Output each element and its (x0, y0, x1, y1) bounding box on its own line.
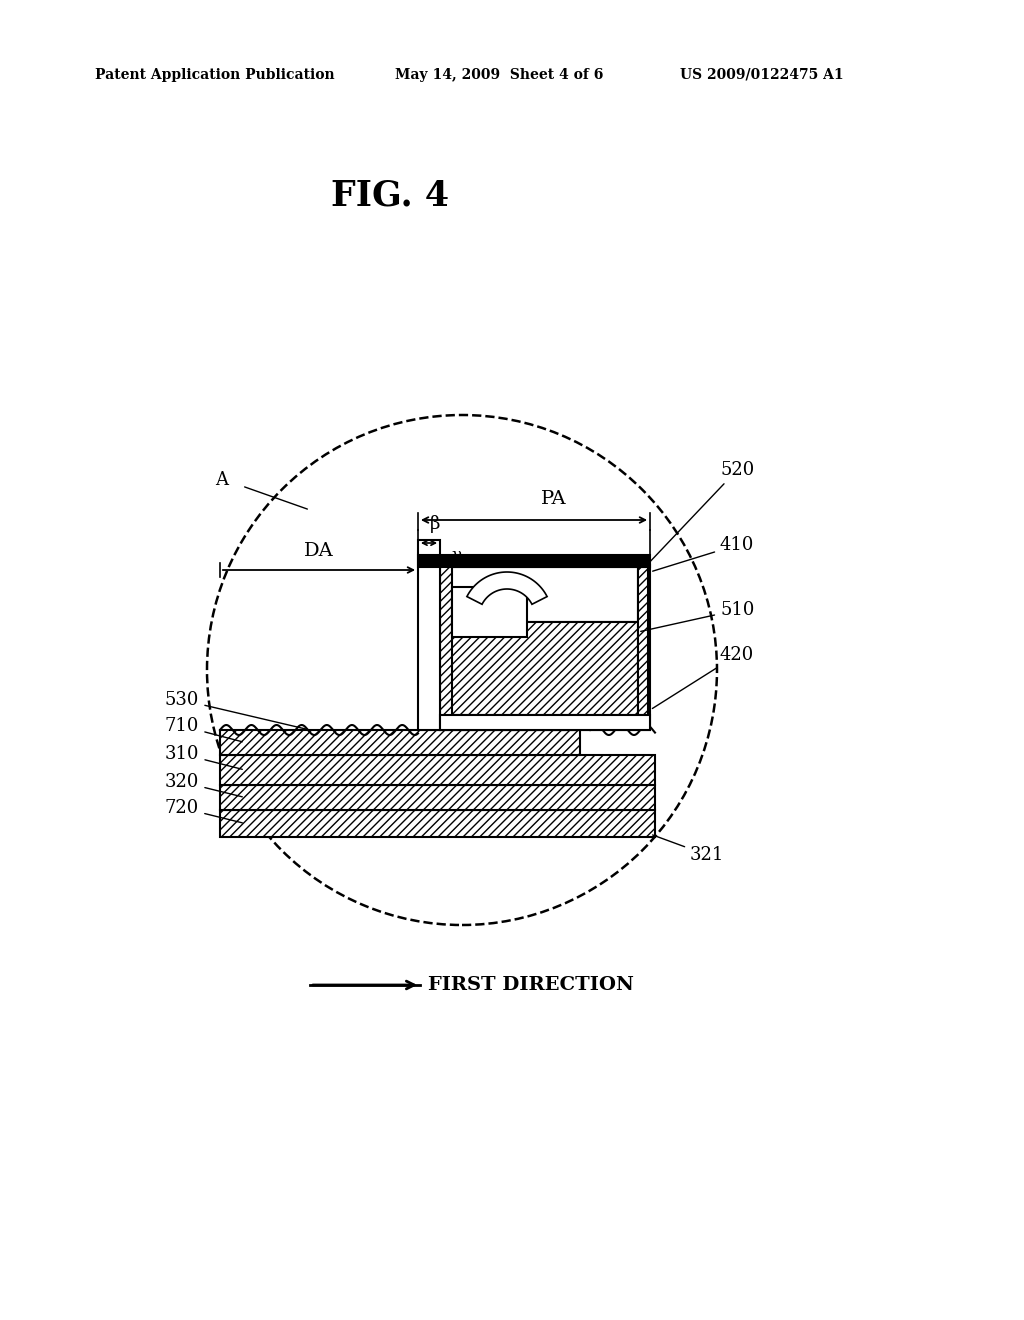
Text: A: A (215, 471, 228, 488)
Bar (452, 587, 527, 638)
Text: 420: 420 (652, 645, 755, 709)
Polygon shape (467, 572, 547, 605)
Text: 530: 530 (165, 690, 307, 730)
Text: US 2009/0122475 A1: US 2009/0122475 A1 (680, 69, 844, 82)
Bar (418, 540, 440, 730)
Text: 520: 520 (647, 461, 755, 565)
Text: 720: 720 (165, 799, 243, 822)
Bar (440, 565, 650, 730)
Text: 320: 320 (165, 774, 243, 797)
Text: γ: γ (451, 548, 461, 565)
Text: FIRST DIRECTION: FIRST DIRECTION (428, 975, 634, 994)
Text: 510: 510 (641, 601, 755, 631)
Bar (638, 568, 648, 715)
Bar (440, 715, 650, 730)
Bar (452, 622, 638, 715)
Text: Patent Application Publication: Patent Application Publication (95, 69, 335, 82)
Text: DA: DA (304, 543, 334, 560)
Text: 410: 410 (652, 536, 755, 572)
Bar (452, 568, 638, 622)
Bar (220, 755, 655, 785)
Text: FIG. 4: FIG. 4 (331, 178, 449, 213)
Text: β: β (430, 515, 440, 533)
Text: May 14, 2009  Sheet 4 of 6: May 14, 2009 Sheet 4 of 6 (395, 69, 603, 82)
Text: 710: 710 (165, 717, 243, 742)
Bar (220, 785, 655, 810)
Bar (220, 730, 580, 755)
Bar (220, 810, 655, 837)
Text: PA: PA (542, 490, 567, 508)
Text: 310: 310 (165, 744, 243, 770)
Bar (418, 554, 650, 568)
Text: 321: 321 (652, 836, 724, 865)
